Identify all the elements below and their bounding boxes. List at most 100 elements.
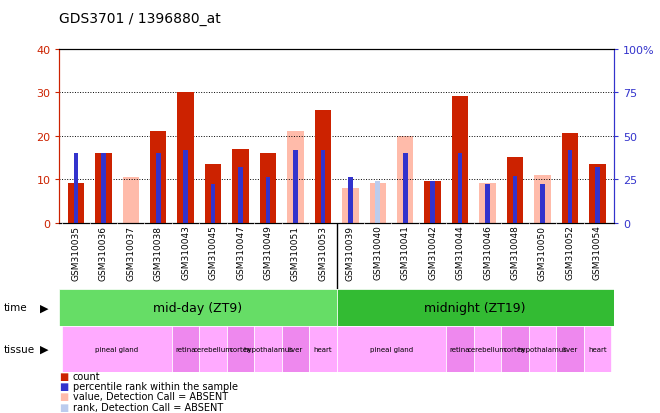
Bar bbox=[205, 164, 221, 223]
Text: GSM310045: GSM310045 bbox=[209, 225, 218, 280]
Text: cortex: cortex bbox=[230, 346, 251, 352]
Text: GSM310044: GSM310044 bbox=[455, 225, 465, 280]
Text: retina: retina bbox=[450, 346, 471, 352]
Bar bbox=[337, 289, 614, 326]
Bar bbox=[430, 181, 435, 223]
Bar bbox=[337, 326, 446, 372]
Bar bbox=[507, 158, 523, 223]
Bar bbox=[59, 289, 337, 326]
Bar bbox=[452, 97, 469, 223]
Text: heart: heart bbox=[314, 346, 332, 352]
Text: GDS3701 / 1396880_at: GDS3701 / 1396880_at bbox=[59, 12, 221, 26]
Text: hypothalamus: hypothalamus bbox=[517, 346, 568, 352]
Bar bbox=[101, 154, 106, 223]
Bar bbox=[227, 326, 254, 372]
Text: value, Detection Call = ABSENT: value, Detection Call = ABSENT bbox=[73, 392, 228, 401]
Text: GSM310041: GSM310041 bbox=[401, 225, 410, 280]
Bar bbox=[150, 132, 166, 223]
Bar bbox=[178, 93, 194, 223]
Bar bbox=[95, 154, 112, 223]
Bar bbox=[266, 178, 271, 223]
Bar bbox=[321, 150, 325, 223]
Text: liver: liver bbox=[288, 346, 303, 352]
Text: GSM310050: GSM310050 bbox=[538, 225, 547, 280]
Bar bbox=[397, 136, 413, 223]
Bar bbox=[282, 326, 309, 372]
Text: cerebellum: cerebellum bbox=[193, 346, 232, 352]
Bar bbox=[479, 184, 496, 223]
Bar bbox=[474, 326, 502, 372]
Text: cerebellum: cerebellum bbox=[468, 346, 507, 352]
Text: GSM310042: GSM310042 bbox=[428, 225, 437, 280]
Bar bbox=[287, 132, 304, 223]
Text: tissue: tissue bbox=[3, 344, 34, 354]
Bar bbox=[123, 178, 139, 223]
Text: GSM310049: GSM310049 bbox=[263, 225, 273, 280]
Text: liver: liver bbox=[562, 346, 578, 352]
Bar bbox=[172, 326, 199, 372]
Bar bbox=[458, 154, 463, 223]
Bar bbox=[293, 150, 298, 223]
Bar bbox=[568, 150, 572, 223]
Bar bbox=[67, 184, 84, 223]
Bar bbox=[502, 326, 529, 372]
Text: pineal gland: pineal gland bbox=[370, 346, 413, 352]
Bar bbox=[342, 188, 358, 223]
Text: ■: ■ bbox=[59, 381, 69, 391]
Text: GSM310047: GSM310047 bbox=[236, 225, 245, 280]
Bar bbox=[260, 154, 277, 223]
Bar bbox=[73, 154, 78, 223]
Text: GSM310036: GSM310036 bbox=[99, 225, 108, 280]
Text: GSM310043: GSM310043 bbox=[181, 225, 190, 280]
Bar bbox=[348, 178, 352, 223]
Bar bbox=[183, 150, 188, 223]
Text: mid-day (ZT9): mid-day (ZT9) bbox=[153, 301, 243, 314]
Bar bbox=[446, 326, 474, 372]
Text: ■: ■ bbox=[59, 392, 69, 401]
Text: ■: ■ bbox=[59, 371, 69, 381]
Text: GSM310039: GSM310039 bbox=[346, 225, 355, 280]
Text: GSM310040: GSM310040 bbox=[374, 225, 382, 280]
Bar bbox=[589, 164, 606, 223]
Bar bbox=[370, 184, 386, 223]
Bar bbox=[534, 176, 550, 223]
Bar bbox=[348, 178, 353, 223]
Bar bbox=[62, 326, 172, 372]
Bar bbox=[513, 176, 517, 223]
Bar bbox=[556, 326, 583, 372]
Bar bbox=[529, 326, 556, 372]
Text: GSM310051: GSM310051 bbox=[291, 225, 300, 280]
Text: hypothalamus: hypothalamus bbox=[243, 346, 293, 352]
Text: GSM310054: GSM310054 bbox=[593, 225, 602, 280]
Bar bbox=[540, 185, 544, 223]
Bar bbox=[424, 182, 441, 223]
Text: cortex: cortex bbox=[504, 346, 526, 352]
Bar bbox=[232, 150, 249, 223]
Text: GSM310053: GSM310053 bbox=[318, 225, 327, 280]
Text: ▶: ▶ bbox=[40, 303, 48, 313]
Text: percentile rank within the sample: percentile rank within the sample bbox=[73, 381, 238, 391]
Text: ▶: ▶ bbox=[40, 344, 48, 354]
Text: time: time bbox=[3, 303, 27, 313]
Bar bbox=[562, 134, 578, 223]
Bar bbox=[315, 110, 331, 223]
Text: ■: ■ bbox=[59, 402, 69, 412]
Bar bbox=[156, 154, 160, 223]
Text: GSM310048: GSM310048 bbox=[510, 225, 519, 280]
Bar bbox=[485, 185, 490, 223]
Bar bbox=[583, 326, 611, 372]
Bar bbox=[309, 326, 337, 372]
Bar bbox=[199, 326, 227, 372]
Text: GSM310046: GSM310046 bbox=[483, 225, 492, 280]
Text: midnight (ZT19): midnight (ZT19) bbox=[424, 301, 526, 314]
Text: GSM310052: GSM310052 bbox=[566, 225, 574, 280]
Bar bbox=[211, 185, 215, 223]
Bar bbox=[238, 168, 243, 223]
Bar bbox=[254, 326, 282, 372]
Bar bbox=[403, 154, 407, 223]
Text: GSM310035: GSM310035 bbox=[71, 225, 81, 280]
Text: count: count bbox=[73, 371, 100, 381]
Bar bbox=[403, 154, 408, 223]
Text: pineal gland: pineal gland bbox=[96, 346, 139, 352]
Bar bbox=[376, 182, 380, 223]
